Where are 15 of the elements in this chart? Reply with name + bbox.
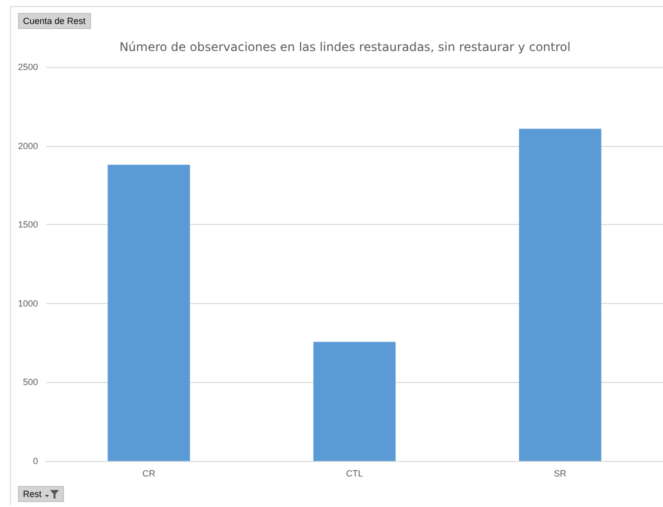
x-tick-label: CR <box>142 468 156 478</box>
text: Cuenta de Rest <box>18 13 91 29</box>
y-tick-label: 0 <box>32 456 38 466</box>
text: Rest <box>18 486 64 502</box>
x-tick-label: CTL <box>346 468 364 478</box>
y-tick-label: 1500 <box>18 220 38 230</box>
y-tick-label: 1000 <box>18 298 38 308</box>
y-tick-label: 2000 <box>18 140 38 151</box>
chart-title: Número de observaciones en las lindes restauradas, sin restaurar y control <box>119 40 571 54</box>
bar <box>313 342 396 461</box>
y-tick-label: 500 <box>22 377 38 388</box>
y-tick-label: 2500 <box>18 62 38 72</box>
bar <box>519 128 602 461</box>
bar <box>108 164 190 461</box>
x-tick-label: SR <box>554 468 567 478</box>
